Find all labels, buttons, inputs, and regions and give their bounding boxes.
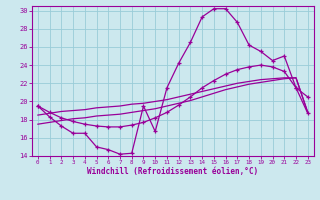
- X-axis label: Windchill (Refroidissement éolien,°C): Windchill (Refroidissement éolien,°C): [87, 167, 258, 176]
